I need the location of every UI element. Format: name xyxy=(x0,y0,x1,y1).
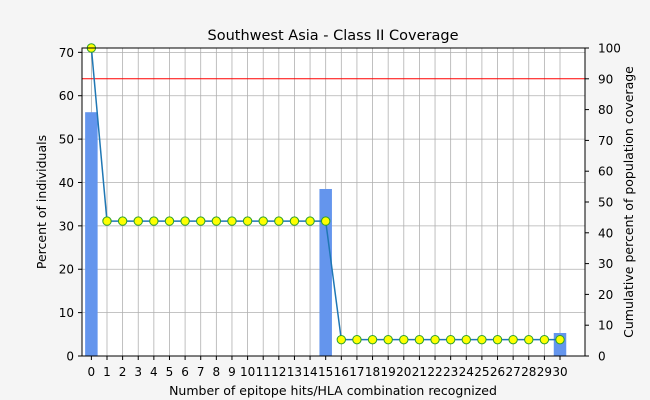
y2-tick-label-80: 80 xyxy=(598,103,613,117)
marker-6 xyxy=(180,216,190,226)
marker-13 xyxy=(289,216,300,226)
x-tick-label-24: 24 xyxy=(459,365,474,379)
x-tick-label-12: 12 xyxy=(271,365,286,379)
x-tick-label-19: 19 xyxy=(381,365,396,379)
y2-tick-label-70: 70 xyxy=(598,134,613,148)
x-tick-label-11: 11 xyxy=(256,365,271,379)
marker-4 xyxy=(149,216,159,226)
x-tick-label-20: 20 xyxy=(396,365,411,379)
marker-22 xyxy=(430,334,440,345)
y-tick-label-40: 40 xyxy=(59,176,74,190)
marker-8 xyxy=(211,216,222,226)
x-tick-label-2: 2 xyxy=(119,365,127,379)
y2-tick-label-90: 90 xyxy=(598,72,613,86)
marker-26 xyxy=(492,334,503,345)
x-tick-label-18: 18 xyxy=(365,365,380,379)
x-tick-label-28: 28 xyxy=(521,365,536,379)
x-tick-label-8: 8 xyxy=(213,365,221,379)
marker-25 xyxy=(477,334,487,345)
marker-23 xyxy=(445,334,456,345)
marker-11 xyxy=(258,216,268,226)
grid xyxy=(82,48,585,357)
marker-24 xyxy=(461,334,471,345)
y2-tick-label-60: 60 xyxy=(598,165,613,179)
x-tick-label-22: 22 xyxy=(427,365,442,379)
x-tick-label-3: 3 xyxy=(134,365,142,379)
y2-ticks: 0 10 20 30 40 50 60 70 80 90 100 xyxy=(585,42,621,364)
marker-14 xyxy=(305,216,315,226)
plot-area xyxy=(82,48,585,356)
marker-9 xyxy=(227,216,237,226)
marker-15 xyxy=(320,216,331,226)
marker-27 xyxy=(508,334,518,345)
y-tick-label-20: 20 xyxy=(59,263,74,277)
x-tick-label-7: 7 xyxy=(197,365,205,379)
marker-18 xyxy=(367,334,378,345)
x-tick-label-26: 26 xyxy=(490,365,505,379)
x-tick-label-29: 29 xyxy=(537,365,552,379)
marker-17 xyxy=(352,334,362,345)
chart-title: Southwest Asia - Class II Coverage xyxy=(208,28,459,44)
marker-12 xyxy=(274,216,284,226)
x-tick-label-9: 9 xyxy=(228,365,236,379)
x-tick-label-5: 5 xyxy=(166,365,174,379)
y2-tick-label-100: 100 xyxy=(598,42,621,56)
y-tick-label-60: 60 xyxy=(59,89,74,103)
marker-20 xyxy=(399,334,409,345)
marker-21 xyxy=(414,334,425,345)
marker-5 xyxy=(164,216,175,226)
marker-7 xyxy=(196,216,206,226)
x-ticks: 0 1 2 3 4 5 6 7 8 9 10 11 12 13 14 15 16 17 18 19 20 21 22 23 24… xyxy=(88,356,568,379)
marker-28 xyxy=(524,334,534,345)
y-tick-label-30: 30 xyxy=(59,219,74,233)
marker-16 xyxy=(336,334,347,345)
y2-tick-label-30: 30 xyxy=(598,257,613,271)
marker-19 xyxy=(383,334,393,345)
marker-3 xyxy=(133,216,143,226)
x-tick-label-27: 27 xyxy=(506,365,521,379)
y-axis-label: Percent of individuals xyxy=(34,135,49,269)
x-tick-label-25: 25 xyxy=(474,365,489,379)
x-tick-label-23: 23 xyxy=(443,365,458,379)
x-tick-label-30: 30 xyxy=(552,365,567,379)
x-tick-label-15: 15 xyxy=(318,365,333,379)
bars xyxy=(85,112,567,356)
x-tick-label-13: 13 xyxy=(287,365,302,379)
marker-2 xyxy=(117,216,128,226)
x-tick-label-0: 0 xyxy=(88,365,96,379)
x-tick-label-16: 16 xyxy=(334,365,349,379)
y-tick-label-10: 10 xyxy=(59,306,74,320)
x-tick-label-21: 21 xyxy=(412,365,427,379)
y2-axis-label: Cumulative percent of population coverag… xyxy=(621,66,636,338)
y2-tick-label-50: 50 xyxy=(598,196,613,210)
bar-15 xyxy=(319,188,332,356)
y2-tick-label-20: 20 xyxy=(598,288,613,302)
x-tick-label-14: 14 xyxy=(302,365,317,379)
bar-0 xyxy=(85,112,98,356)
y2-tick-label-40: 40 xyxy=(598,226,613,240)
marker-10 xyxy=(242,216,253,226)
y-tick-label-70: 70 xyxy=(59,46,74,60)
marker-1 xyxy=(102,216,112,226)
marker-29 xyxy=(539,334,550,345)
x-tick-label-6: 6 xyxy=(181,365,189,379)
x-tick-label-4: 4 xyxy=(150,365,158,379)
y-ticks: 0 10 20 30 40 50 60 70 xyxy=(59,46,82,364)
y-tick-label-0: 0 xyxy=(66,350,74,364)
y2-tick-label-0: 0 xyxy=(598,350,606,364)
cumulative-markers xyxy=(86,43,565,345)
x-axis-label: Number of epitope hits/HLA combination r… xyxy=(169,383,497,398)
x-tick-label-1: 1 xyxy=(103,365,111,379)
x-tick-label-10: 10 xyxy=(240,365,255,379)
y-tick-label-50: 50 xyxy=(59,133,74,147)
y2-tick-label-10: 10 xyxy=(598,319,613,333)
marker-30 xyxy=(555,334,565,345)
x-tick-label-17: 17 xyxy=(349,365,364,379)
